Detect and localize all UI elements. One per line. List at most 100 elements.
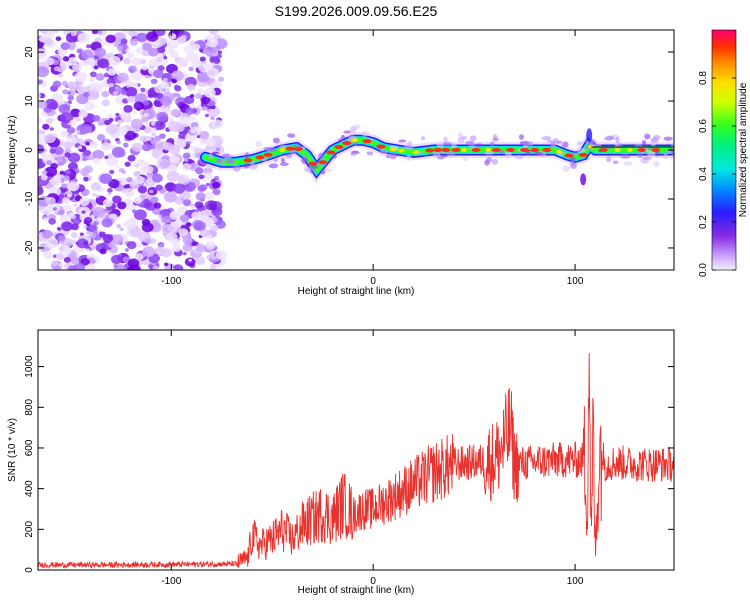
noise-blob	[108, 55, 121, 67]
ridge-hotspot	[542, 148, 552, 152]
noise-blob	[185, 107, 195, 115]
ridge-hotspot	[243, 158, 253, 163]
noise-blob	[70, 232, 78, 238]
colorbar-tick-label: 0.6	[698, 119, 709, 133]
noise-blob	[155, 56, 163, 63]
noise-blob	[123, 57, 131, 65]
noise-blob	[92, 114, 101, 122]
noise-blob	[183, 44, 195, 55]
noise-blob	[133, 209, 147, 221]
noise-blob	[166, 164, 178, 173]
noise-blob	[188, 258, 193, 262]
noise-blob	[213, 175, 220, 181]
noise-blob	[118, 168, 125, 173]
noise-blob	[162, 77, 168, 82]
noise-blob	[190, 128, 197, 134]
noise-blob	[80, 123, 92, 134]
noise-blob	[42, 123, 50, 130]
noise-blob	[76, 130, 81, 134]
noise-blob	[153, 69, 164, 79]
noise-blob	[134, 253, 144, 261]
noise-blob	[38, 40, 44, 50]
ridge-speckle	[519, 140, 530, 146]
ridge-speckle	[637, 152, 643, 158]
noise-blob	[172, 264, 184, 270]
ridge-speckle	[301, 157, 308, 164]
ridge-speckle	[485, 157, 493, 163]
noise-blob	[155, 184, 163, 191]
ridge-hotspot	[326, 150, 336, 155]
noise-blob	[116, 140, 121, 145]
ridge-hotspot	[318, 160, 328, 165]
ridge-hotspot	[398, 148, 405, 153]
ridge-speckle	[458, 131, 463, 139]
noise-blob	[67, 56, 79, 66]
x-tick-label: -100	[161, 576, 181, 587]
ridge-speckle	[285, 155, 293, 160]
noise-blob	[131, 57, 142, 67]
ridge-hotspot	[564, 153, 574, 158]
y-tick-label: 1000	[24, 355, 35, 378]
ridge-hotspot	[255, 155, 265, 160]
noise-blob	[82, 91, 90, 98]
ridge-hotspot	[626, 148, 633, 152]
noise-blob	[51, 260, 59, 267]
noise-blob	[76, 48, 83, 54]
noise-blob	[101, 142, 112, 151]
noise-blob	[194, 243, 206, 253]
noise-blob	[99, 248, 107, 255]
noise-blob	[123, 105, 133, 113]
noise-blob	[140, 87, 146, 92]
ridge-speckle	[647, 150, 656, 157]
ridge-speckle	[546, 139, 556, 144]
noise-blob	[189, 103, 195, 109]
noise-blob	[150, 78, 158, 85]
ridge-hotspot	[578, 152, 588, 157]
noise-blob	[124, 187, 135, 197]
noise-blob	[141, 64, 149, 71]
y-tick-label: 800	[24, 399, 35, 416]
noise-blob	[58, 263, 64, 267]
noise-blob	[49, 127, 54, 131]
noise-blob	[38, 35, 47, 43]
noise-blob	[137, 185, 148, 194]
noise-blob	[130, 118, 143, 130]
noise-blob	[77, 32, 90, 43]
ridge-speckle	[222, 153, 230, 159]
noise-blob	[52, 207, 58, 211]
noise-blob	[62, 89, 69, 95]
ridge-speckle	[332, 153, 337, 159]
noise-blob	[208, 30, 219, 36]
noise-blob	[107, 192, 112, 196]
noise-blob	[102, 198, 113, 208]
noise-blob	[160, 96, 173, 107]
noise-blob	[90, 247, 95, 251]
ridge-speckle	[641, 139, 647, 146]
noise-blob	[139, 135, 149, 143]
noise-blob	[166, 39, 179, 50]
noise-blob	[180, 34, 187, 41]
ridge-speckle	[406, 140, 413, 147]
noise-blob	[187, 140, 192, 145]
noise-blob	[212, 181, 221, 189]
noise-blob	[83, 149, 92, 157]
ridge-hotspot	[491, 148, 501, 152]
noise-blob	[126, 95, 136, 103]
noise-blob	[121, 50, 127, 55]
noise-blob	[83, 176, 89, 182]
ridge-speckle	[338, 138, 344, 142]
noise-blob	[124, 248, 129, 252]
noise-blob	[213, 57, 221, 65]
noise-blob	[85, 248, 91, 253]
ridge-hotspot	[285, 146, 295, 151]
noise-blob	[62, 104, 70, 111]
noise-blob	[187, 83, 196, 91]
noise-blob	[197, 88, 204, 94]
noise-blob	[157, 158, 170, 170]
noise-blob	[70, 257, 80, 265]
noise-blob	[208, 100, 216, 107]
noise-blob	[198, 174, 205, 180]
noise-blob	[59, 170, 65, 175]
